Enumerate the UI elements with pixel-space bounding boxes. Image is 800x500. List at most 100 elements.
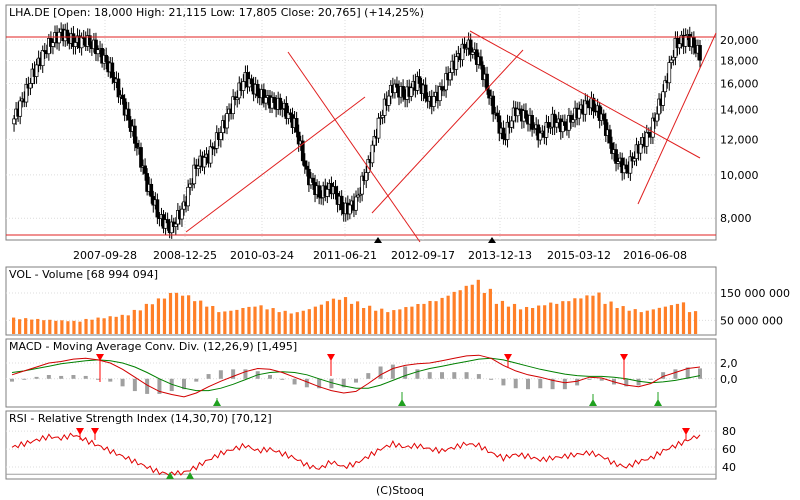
volume-bar: [476, 279, 480, 334]
volume-bar: [223, 311, 227, 334]
candle-down: [546, 122, 551, 128]
macd-y-tick-label: 2,0: [720, 357, 738, 370]
volume-bar: [518, 309, 523, 334]
candle-down: [104, 54, 109, 62]
candle-up: [378, 117, 383, 119]
volume-bar: [669, 305, 674, 334]
candle-down: [249, 78, 254, 85]
volume-bar: [531, 308, 535, 334]
candle-up: [12, 118, 16, 125]
candle-up: [393, 83, 397, 94]
volume-bar: [488, 288, 492, 334]
candle-up: [532, 128, 536, 130]
volume-bar: [289, 313, 293, 334]
macd-buy-marker: [654, 399, 662, 406]
candle-up: [169, 221, 174, 234]
price-x-tick-label: 2007-09-28: [73, 249, 137, 262]
volume-bar: [307, 309, 311, 334]
volume-bar: [549, 302, 553, 334]
price-x-tick-label: 2010-03-24: [230, 249, 294, 262]
volume-bar: [343, 297, 348, 334]
candle-up: [380, 115, 385, 118]
volume-bar: [102, 318, 106, 334]
candle-up: [370, 144, 375, 164]
volume-bar: [337, 299, 342, 334]
macd-sell-marker: [620, 354, 628, 361]
candle-down: [94, 39, 98, 55]
volume-bar: [579, 298, 583, 334]
candle-up: [18, 100, 23, 117]
volume-bar: [470, 284, 474, 334]
macd-histogram-bar: [169, 378, 174, 392]
volume-bar: [687, 312, 692, 334]
main-marks: [6, 22, 717, 243]
candle-up: [286, 112, 291, 119]
axis-labels: 20,000 18,000 16,000 14,000 12,000 10,000 8,00…: [73, 34, 790, 474]
macd-histogram-bar: [46, 375, 51, 379]
rsi-sell-marker: [76, 428, 84, 435]
macd-histogram-bar: [206, 374, 211, 379]
volume-bar: [362, 308, 366, 334]
macd-histogram-bar: [661, 372, 666, 379]
candle-down: [294, 118, 299, 133]
candle-up: [663, 80, 668, 93]
macd-histogram-bar: [268, 375, 272, 379]
candle-up: [677, 43, 682, 49]
volume-bar: [657, 307, 661, 334]
candle-down: [608, 129, 612, 144]
macd-histogram-bar: [440, 372, 444, 379]
volume-bar: [54, 320, 58, 334]
volume-bar: [398, 309, 402, 334]
candle-down: [614, 149, 618, 164]
volume-bar: [162, 298, 167, 334]
candle-down: [65, 29, 70, 39]
price-y-tick-label: 8,000: [720, 212, 752, 225]
volume-bar: [591, 295, 595, 334]
macd-histogram-bar: [587, 378, 592, 380]
candle-up: [73, 42, 78, 47]
candle-down: [210, 146, 215, 149]
candle-up: [202, 157, 207, 168]
volume-bar: [36, 318, 40, 334]
volume-bar: [380, 308, 384, 334]
volume-bar: [374, 310, 378, 334]
volume-bar: [464, 285, 468, 334]
candle-up: [173, 223, 178, 227]
candle-up: [669, 59, 674, 63]
candle-up: [548, 126, 553, 129]
macd-histogram-bar: [354, 378, 358, 383]
candle-down: [401, 86, 405, 97]
volume-bar: [621, 306, 625, 334]
candle-up: [667, 62, 672, 84]
volume-bar: [18, 319, 22, 334]
macd-buy-marker: [213, 399, 221, 406]
candle-down: [307, 168, 311, 186]
volume-bar: [609, 301, 613, 334]
event-marker: [488, 237, 496, 243]
candle-up: [671, 56, 676, 61]
candle-up: [583, 100, 588, 115]
volume-bar: [211, 305, 215, 334]
volume-bar: [561, 301, 565, 334]
candle-up: [225, 113, 229, 129]
macd-histogram-bar: [329, 378, 334, 389]
candle-up: [442, 89, 446, 92]
rsi-y-tick-label: 60: [722, 443, 736, 456]
volume-bar: [500, 300, 505, 334]
volume-bar: [205, 306, 209, 334]
macd-histogram-bar: [415, 369, 420, 379]
volume-bar: [537, 305, 541, 334]
candle-up: [460, 43, 465, 61]
macd-line: [11, 354, 701, 398]
candle-down: [468, 39, 473, 55]
volume-bar: [174, 292, 179, 334]
volume-bar: [482, 292, 486, 334]
macd-histogram-bar: [550, 378, 555, 390]
price-y-tick-label: 12,000: [720, 133, 759, 146]
volume-bar: [217, 312, 221, 334]
volume-bar: [247, 306, 251, 334]
candle-up: [515, 108, 520, 117]
candle-down: [479, 56, 483, 66]
candle-down: [585, 100, 590, 105]
macd-histogram-bar: [182, 378, 186, 390]
